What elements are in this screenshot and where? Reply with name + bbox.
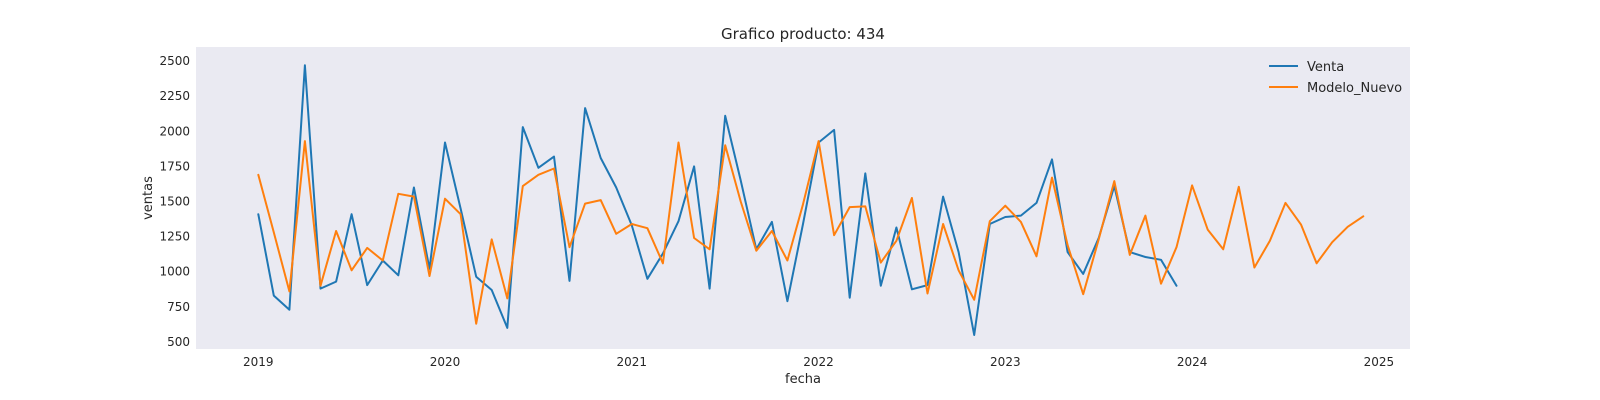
x-axis-label: fecha	[785, 372, 821, 387]
legend-label: Modelo_Nuevo	[1307, 81, 1402, 96]
y-axis-ticks: 500 750 1000 1250 1500 1750 2000 2250 2500	[159, 54, 190, 349]
x-tick-label: 2023	[990, 355, 1021, 369]
plot-area	[196, 47, 1410, 349]
legend: Venta Modelo_Nuevo	[1269, 60, 1402, 96]
series-lines	[257, 64, 1365, 336]
x-tick-label: 2021	[617, 355, 648, 369]
legend-label: Venta	[1307, 60, 1344, 75]
y-tick-label: 2500	[159, 54, 190, 68]
x-tick-label: 2024	[1177, 355, 1208, 369]
y-tick-label: 1500	[159, 195, 190, 209]
x-tick-label: 2022	[803, 355, 834, 369]
y-axis-label: ventas	[141, 176, 156, 220]
y-tick-label: 500	[167, 335, 190, 349]
y-tick-label: 2000	[159, 124, 190, 138]
x-tick-label: 2019	[243, 355, 274, 369]
y-tick-label: 750	[167, 300, 190, 314]
chart-title: Grafico producto: 434	[721, 25, 885, 43]
series-line-modelo-nuevo	[257, 140, 1365, 325]
y-tick-label: 2250	[159, 89, 190, 103]
x-tick-label: 2025	[1364, 355, 1395, 369]
x-axis-ticks: 2019 2020 2021 2022 2023 2024 2025	[243, 355, 1394, 369]
x-tick-label: 2020	[430, 355, 461, 369]
y-tick-label: 1750	[159, 159, 190, 173]
y-tick-label: 1000	[159, 265, 190, 279]
y-tick-label: 1250	[159, 230, 190, 244]
